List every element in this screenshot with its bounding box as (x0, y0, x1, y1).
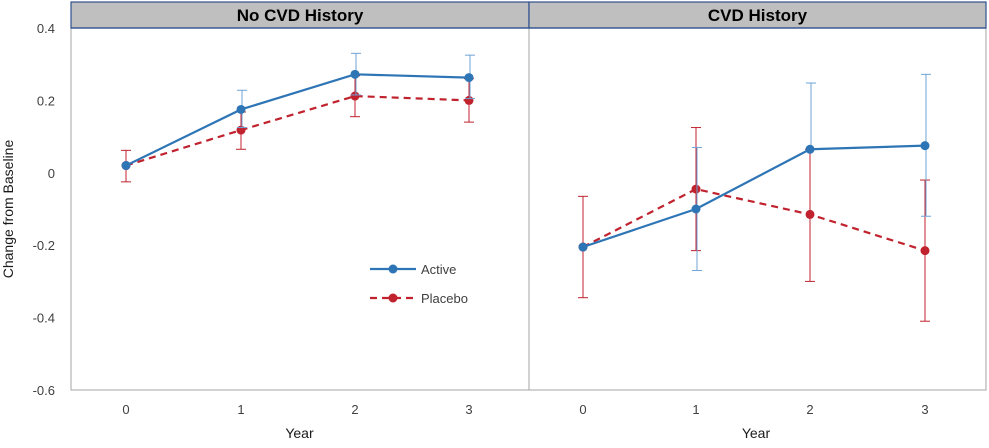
legend: Active Placebo (370, 262, 468, 306)
y-tick-label: -0.2 (33, 238, 55, 253)
y-tick-label: -0.4 (33, 311, 55, 326)
data-point (578, 242, 588, 252)
x-tick-label: 3 (465, 402, 472, 417)
panel-title-1: CVD History (708, 6, 808, 25)
x-tick-label: 2 (351, 402, 358, 417)
data-point (350, 91, 360, 101)
series-line (125, 73, 470, 167)
data-point (236, 125, 246, 135)
legend-marker-placebo (388, 293, 398, 303)
series-line (125, 94, 470, 167)
data-point (464, 73, 474, 83)
x-tick-label: 1 (692, 402, 699, 417)
x-axis-title-0: Year (285, 425, 314, 441)
legend-label-placebo: Placebo (421, 291, 468, 306)
panel-header-0 (70, 1, 530, 29)
y-tick-label: 0.4 (37, 21, 55, 36)
series-active-panel-1 (578, 73, 931, 272)
x-tick-label: 2 (806, 402, 813, 417)
series-line (582, 187, 926, 252)
y-tick-label: -0.6 (33, 383, 55, 398)
data-point (691, 204, 701, 214)
legend-marker-active (388, 264, 398, 274)
data-point (805, 144, 815, 154)
x-tick-label: 1 (237, 402, 244, 417)
series-placebo-panel-1 (578, 127, 930, 322)
x-axis-title-1: Year (742, 425, 771, 441)
axes: 0.4 0.2 0 -0.2 -0.4 -0.6 Change from Baseline 0… (0, 21, 929, 441)
data-point (920, 141, 930, 151)
data-point (236, 104, 246, 114)
data-point (464, 95, 474, 105)
series-line (582, 144, 926, 249)
x-tick-label: 3 (921, 402, 928, 417)
data-point (121, 161, 131, 171)
x-tick-label: 0 (579, 402, 586, 417)
x-tick-label: 0 (122, 402, 129, 417)
panel-title-0: No CVD History (237, 6, 364, 25)
data-point (691, 184, 701, 194)
data-point (805, 209, 815, 219)
y-axis-title: Change from Baseline (0, 140, 16, 279)
legend-label-active: Active (421, 262, 456, 277)
y-tick-label: 0 (48, 166, 55, 181)
data-point (350, 69, 360, 79)
y-tick-label: 0.2 (37, 93, 55, 108)
plot-backgrounds: No CVD History CVD History (70, 1, 987, 391)
data-point (920, 246, 930, 256)
series-layer (121, 52, 931, 322)
series-active-panel-0 (121, 52, 475, 171)
